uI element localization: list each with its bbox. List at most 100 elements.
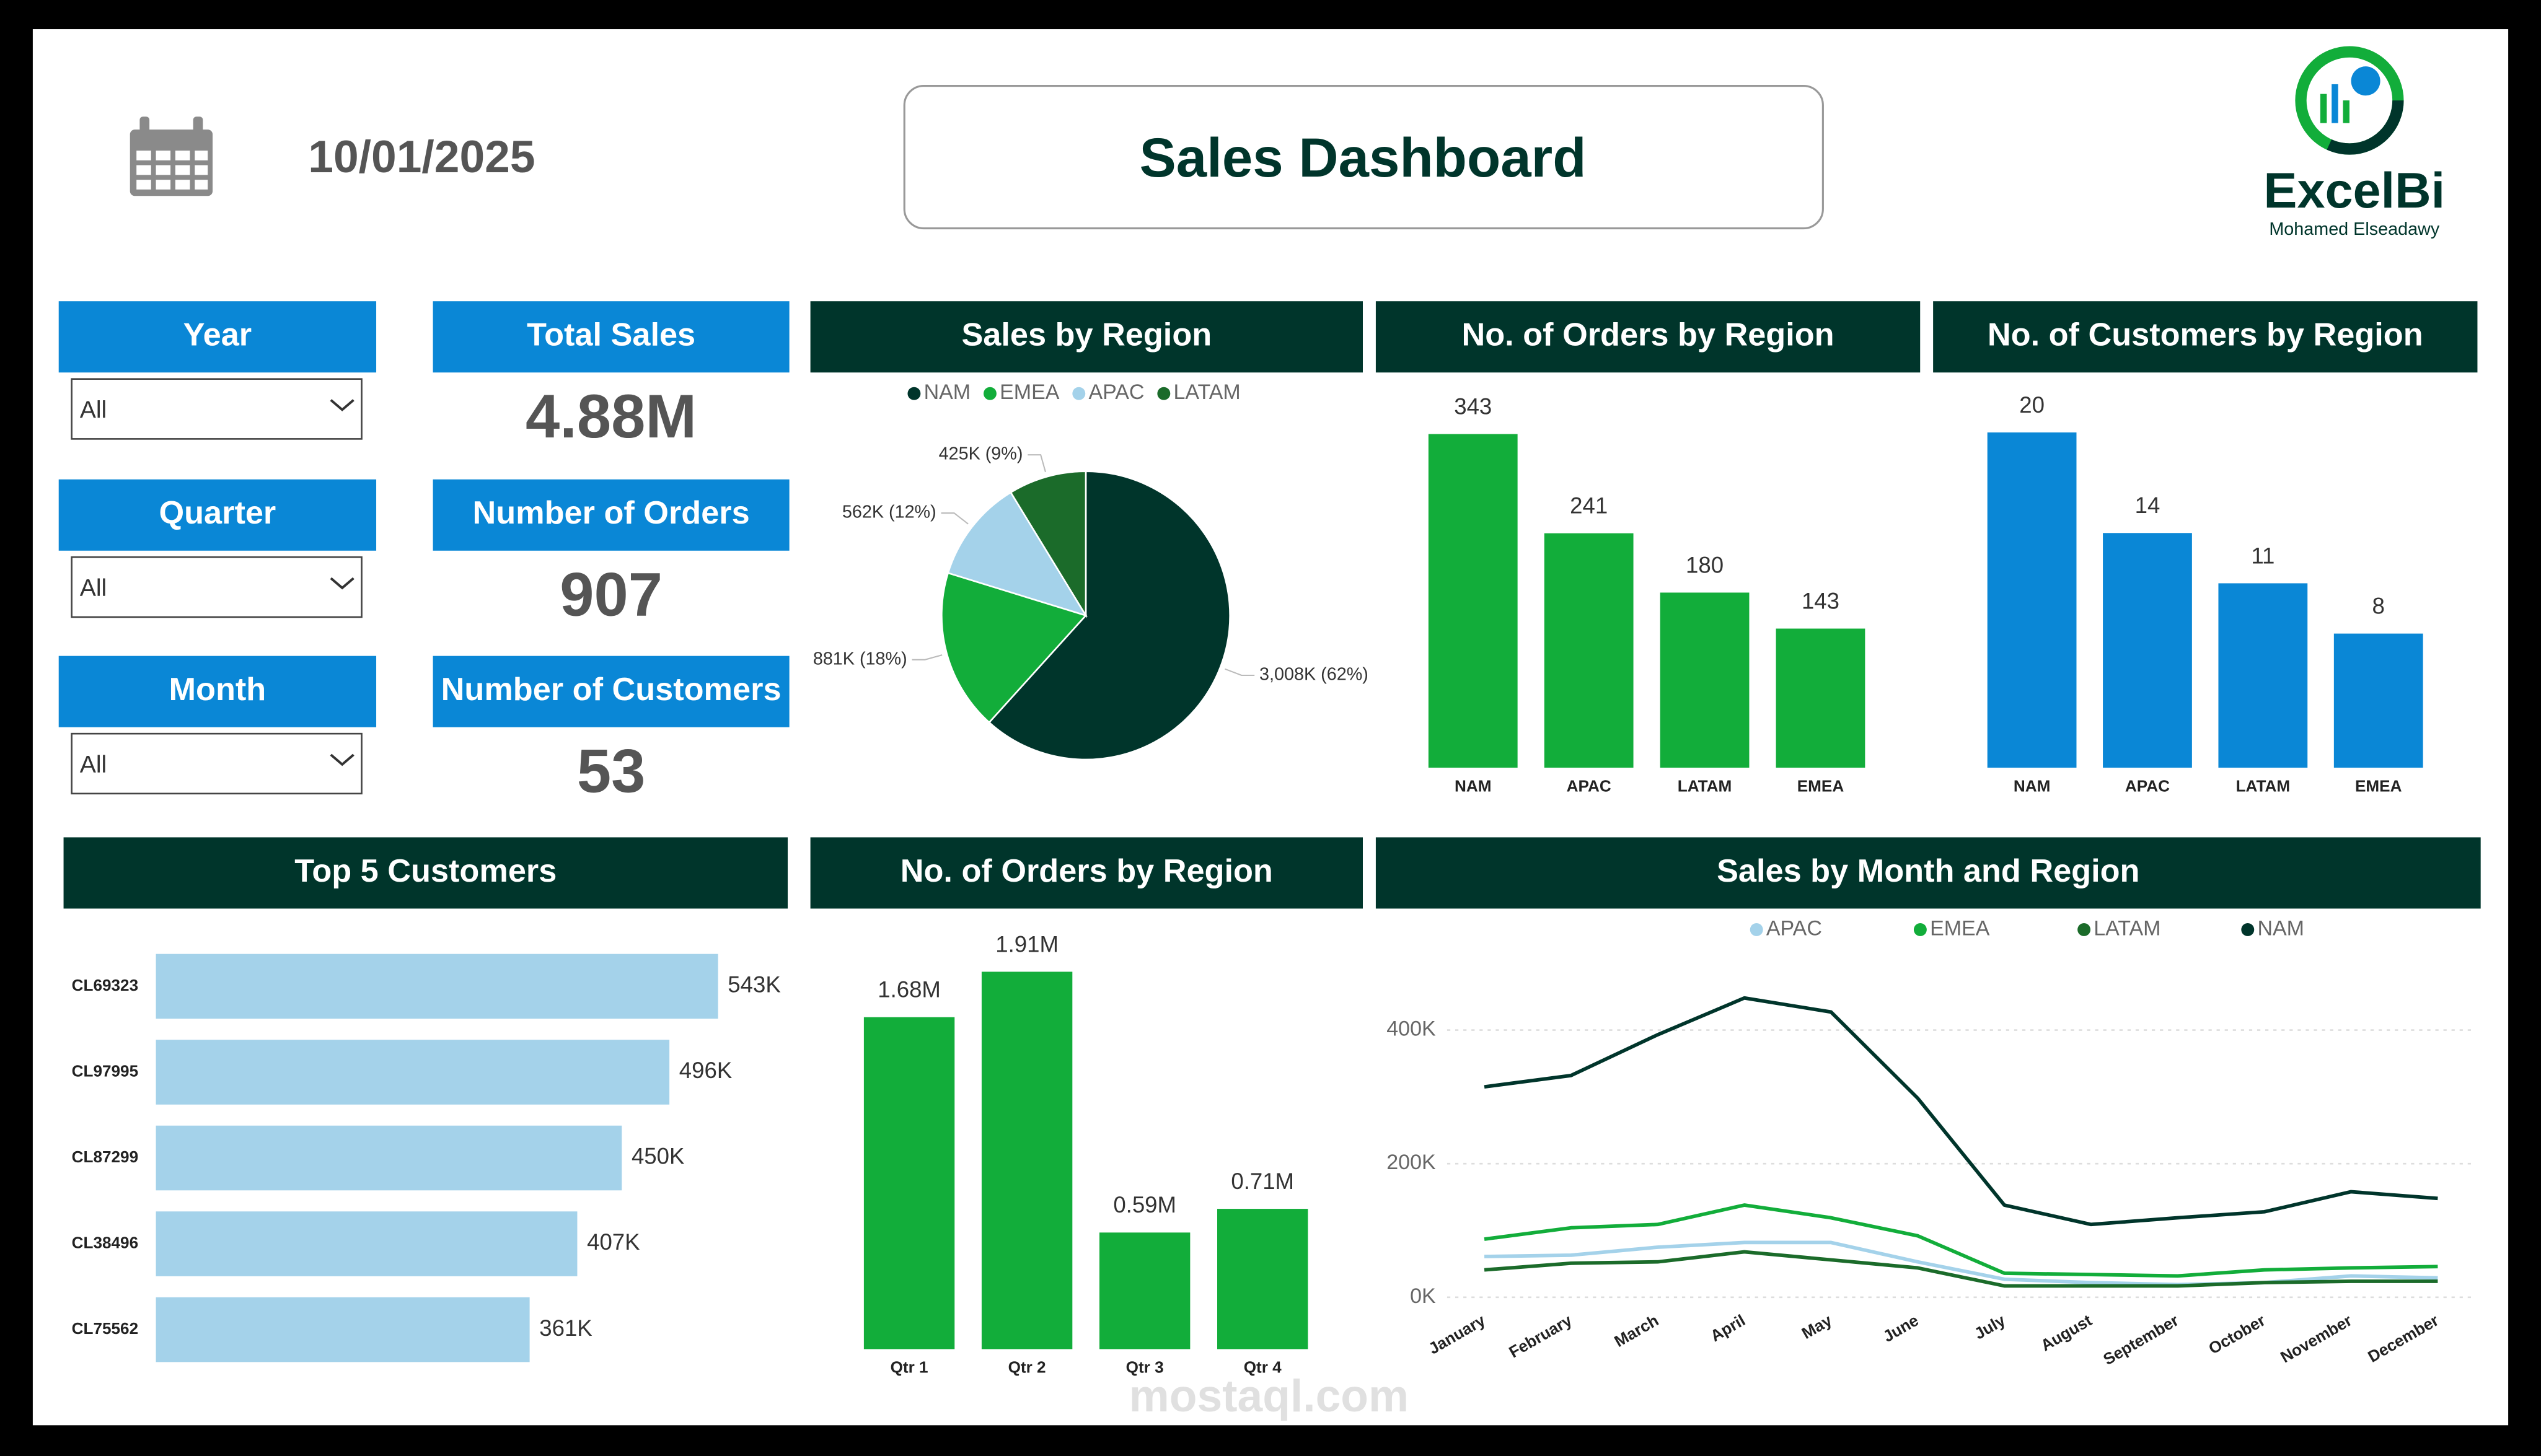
dropdown[interactable] [71, 556, 363, 618]
x-tick-label: NAM [1455, 776, 1492, 795]
kpi-label: Number of Orders [472, 495, 749, 531]
bar [2103, 533, 2192, 768]
y-tick-label: CL38496 [72, 1233, 138, 1252]
data-label: 3,008K (62%) [1259, 665, 1368, 685]
data-label: 343 [1454, 393, 1492, 419]
legend-marker [2077, 923, 2091, 936]
bar [156, 954, 718, 1019]
filter-header [58, 656, 377, 727]
pie-slice [988, 470, 1231, 761]
data-label: 450K [632, 1144, 684, 1169]
y-tick-label: 200K [1386, 1151, 1436, 1174]
y-tick-label: 0K [1410, 1284, 1436, 1308]
bar [1776, 628, 1865, 768]
chart-title: Sales by Region [961, 317, 1212, 353]
legend-marker [983, 387, 997, 400]
watermark: mostaql.com [1129, 1370, 1409, 1421]
bar [2218, 583, 2308, 768]
leader-line [1028, 454, 1046, 473]
filter-header [58, 479, 377, 551]
dropdown-value: All [80, 752, 107, 778]
kpi-header [433, 656, 790, 727]
x-tick-label: APAC [1567, 776, 1611, 795]
dropdown[interactable] [71, 378, 363, 440]
legend-label: APAC [1766, 916, 1822, 940]
leader-line [912, 654, 943, 660]
filter-label: Year [183, 317, 252, 353]
x-tick-label: LATAM [2236, 776, 2291, 795]
dropdown[interactable] [71, 732, 363, 795]
kpi-value: 53 [577, 737, 645, 805]
data-label: 1.91M [995, 931, 1059, 957]
data-label: 1.68M [878, 977, 941, 1002]
legend-label: EMEA [1930, 916, 1990, 940]
logo [2295, 46, 2404, 155]
bar [1660, 592, 1750, 768]
y-tick-label: 400K [1386, 1017, 1436, 1040]
bar [156, 1297, 530, 1362]
kpi-value: 907 [560, 560, 663, 629]
legend-label: APAC [1088, 380, 1144, 404]
kpi-header [433, 479, 790, 551]
dropdown-value: All [80, 397, 107, 423]
bar [863, 1017, 955, 1349]
x-tick-label: NAM [2014, 776, 2051, 795]
data-label: 562K (12%) [842, 502, 936, 522]
filter-label: Quarter [159, 495, 276, 531]
legend-label: LATAM [2094, 916, 2160, 940]
chart-title: Sales by Month and Region [1717, 853, 2139, 889]
pie-slice [1010, 470, 1087, 618]
y-tick-label: CL69323 [72, 976, 138, 994]
chart-header [1933, 301, 2478, 373]
x-tick-label: Qtr 4 [1244, 1358, 1282, 1377]
dropdown-arrow [330, 577, 355, 590]
bar [156, 1040, 670, 1105]
date: 10/01/2025 [308, 131, 535, 182]
bar [1544, 533, 1634, 768]
filter-header [58, 301, 377, 373]
bar [981, 971, 1073, 1349]
kpi-header [433, 301, 790, 373]
title-box [903, 84, 1824, 230]
author: Mohamed Elseadawy [2269, 219, 2439, 239]
x-tick-label: APAC [2125, 776, 2170, 795]
data-label: 143 [1802, 588, 1839, 613]
dropdown-arrow [330, 399, 355, 411]
data-label: 0.71M [1231, 1169, 1294, 1194]
legend-label: LATAM [1174, 380, 1241, 404]
dropdown-arrow [330, 753, 355, 766]
x-tick-label: EMEA [2355, 776, 2402, 795]
chart-header [1375, 301, 1921, 373]
data-label: 881K (18%) [813, 649, 907, 669]
pie-slice [947, 491, 1088, 617]
data-label: 0.59M [1113, 1192, 1176, 1217]
x-tick-label: Qtr 1 [891, 1358, 928, 1377]
kpi-label: Total Sales [527, 317, 695, 353]
brand: ExcelBi [2263, 163, 2445, 219]
line [1484, 1203, 2438, 1278]
y-tick-label: CL87299 [72, 1147, 138, 1166]
kpi-value: 4.88M [526, 382, 697, 451]
chart-header [63, 837, 788, 909]
data-label: 11 [2251, 543, 2275, 568]
chart-title: Top 5 Customers [294, 853, 557, 889]
pie-slice [941, 572, 1088, 724]
legend-label: NAM [924, 380, 971, 404]
line [1484, 996, 2438, 1227]
dashboard-title: Sales Dashboard [1139, 127, 1586, 188]
legend-marker [907, 387, 921, 400]
data-label: 425K (9%) [939, 444, 1023, 464]
legend-marker [1072, 387, 1086, 400]
data-label: 496K [679, 1058, 732, 1083]
bar [2333, 633, 2423, 768]
data-label: 14 [2135, 493, 2160, 518]
bar [1217, 1209, 1308, 1349]
chart-header [810, 837, 1363, 909]
bar [1428, 434, 1518, 768]
bar [156, 1211, 578, 1276]
x-tick-label: LATAM [1678, 776, 1732, 795]
x-tick-label: Qtr 2 [1008, 1358, 1046, 1377]
legend-marker [2241, 923, 2255, 936]
